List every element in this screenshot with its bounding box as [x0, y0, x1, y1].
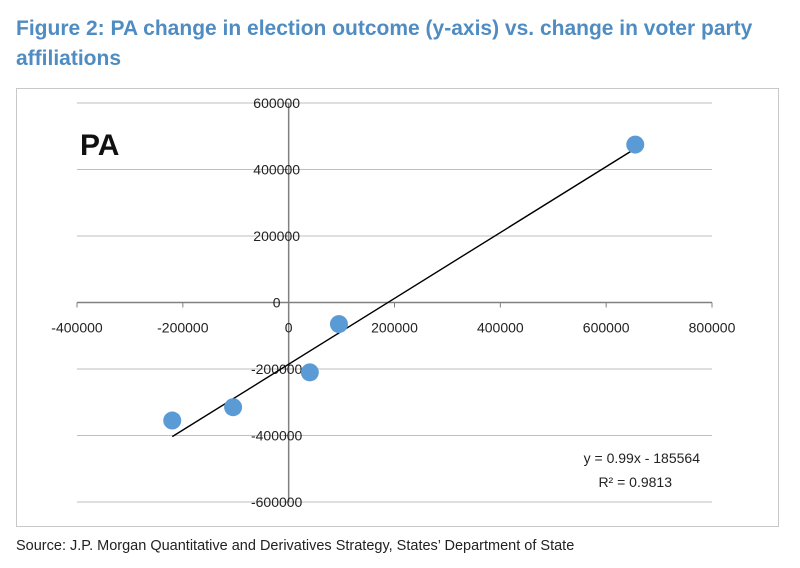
y-tick-label: 600000 — [253, 95, 300, 111]
y-tick-label: -200000 — [251, 361, 303, 377]
y-tick-label: -400000 — [251, 428, 303, 444]
trendline-layer — [171, 146, 639, 438]
trendline-equation: y = 0.99x - 185564 — [584, 450, 701, 466]
x-tick-label: -200000 — [157, 320, 209, 336]
trendline-r-squared: R² = 0.9813 — [598, 474, 672, 490]
x-tick-label: 0 — [285, 320, 293, 336]
y-tick-label: 0 — [273, 295, 281, 311]
data-point — [300, 363, 319, 382]
figure-title: Figure 2: PA change in election outcome … — [16, 17, 753, 70]
y-tick-label: -600000 — [251, 494, 303, 510]
gridlines — [77, 102, 712, 503]
source-note: Source: J.P. Morgan Quantitative and Der… — [16, 538, 575, 554]
x-tick-label: 600000 — [583, 320, 630, 336]
y-tick-label: 200000 — [253, 228, 300, 244]
x-tick-label: 400000 — [477, 320, 524, 336]
data-point — [626, 135, 645, 154]
chart-frame — [16, 88, 779, 527]
trendline — [171, 146, 639, 438]
axes — [76, 102, 713, 503]
data-points — [163, 135, 645, 430]
data-point — [163, 411, 182, 430]
tick-labels: 600000 400000 200000 0 -200000 -400000 -600000… — [51, 95, 735, 510]
chart-title: PA — [80, 129, 119, 162]
x-tick-label: -400000 — [51, 320, 103, 336]
data-point — [329, 315, 348, 334]
x-tick-label: 800000 — [689, 320, 736, 336]
y-tick-label: 400000 — [253, 162, 300, 178]
x-tick-label: 200000 — [371, 320, 418, 336]
data-point — [224, 398, 243, 417]
